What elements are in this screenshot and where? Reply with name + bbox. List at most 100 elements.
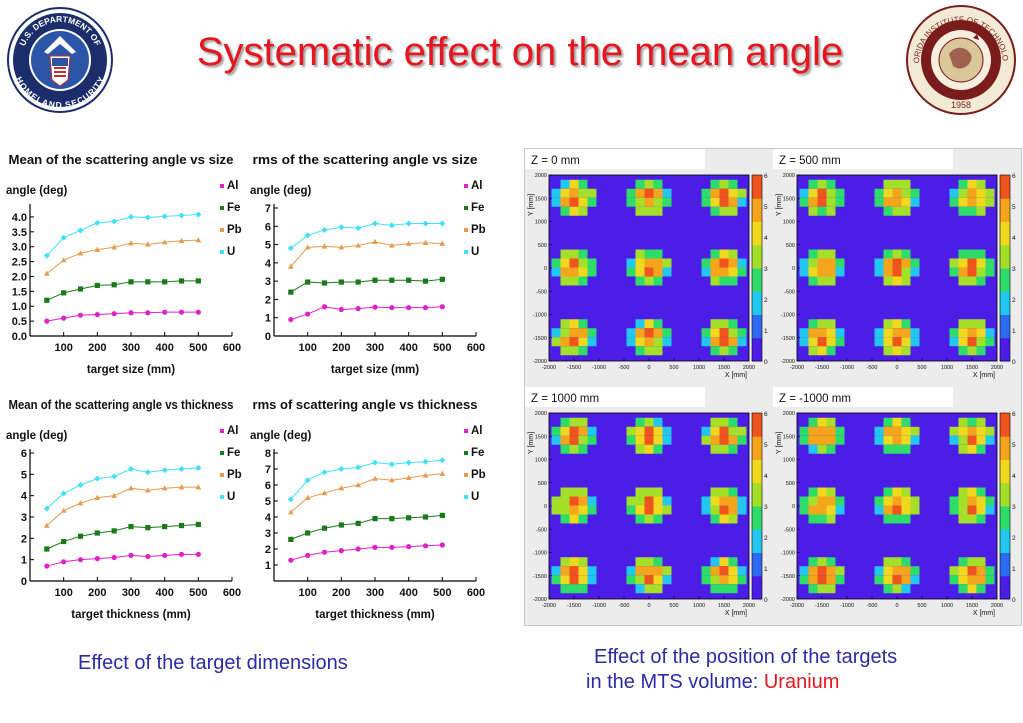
data-point	[94, 494, 101, 500]
heatmap-cell	[901, 514, 911, 524]
heatmap-cell	[985, 575, 995, 585]
heatmap-cell	[635, 566, 645, 576]
data-point	[162, 279, 168, 285]
y-tick-label: 4	[265, 512, 272, 524]
heatmap-cell	[635, 575, 645, 585]
data-point	[128, 485, 134, 491]
heatmap-cell	[892, 179, 902, 189]
heatmap-cell	[985, 197, 995, 207]
data-point	[304, 494, 311, 500]
data-point	[338, 224, 345, 231]
x-tick-label: 0	[895, 603, 898, 609]
legend-swatch	[464, 206, 468, 210]
heatmap-cell	[644, 188, 654, 198]
heatmap-cell	[710, 337, 720, 347]
heatmap-cell	[719, 179, 729, 189]
heatmap-cell	[719, 337, 729, 347]
y-tick-label: -1500	[781, 336, 795, 342]
heatmap-cell	[949, 496, 959, 506]
colorbar-segment	[752, 268, 762, 292]
colorbar-segment	[1000, 413, 1010, 437]
data-point	[355, 279, 361, 285]
x-tick-label: 0	[647, 365, 650, 371]
data-point	[145, 487, 151, 493]
colorbar-segment	[752, 575, 762, 600]
colorbar-segment	[1000, 436, 1010, 460]
legend-swatch	[220, 184, 224, 188]
heatmap-cell	[817, 505, 827, 515]
heatmap-cell	[719, 557, 729, 567]
heatmap-cell	[976, 328, 986, 338]
colorbar-segment	[1000, 529, 1010, 553]
y-tick-label: 500	[786, 481, 795, 487]
heatmap-cell	[967, 426, 977, 436]
data-point	[195, 237, 202, 243]
heatmap-cell	[653, 337, 663, 347]
heatmap-cell	[635, 435, 645, 445]
heatmap-cell	[710, 328, 720, 338]
heatmap-cell	[662, 267, 672, 277]
heatmap-cell	[710, 179, 720, 189]
heatmap-cell	[808, 258, 818, 268]
data-point	[111, 473, 118, 480]
heatmap-cell	[653, 435, 663, 445]
heatmap-cell	[892, 206, 902, 216]
heatmap-cell	[551, 566, 561, 576]
colorbar-segment	[1000, 268, 1010, 292]
data-point	[321, 525, 328, 531]
heatmap-cell	[817, 575, 827, 585]
heatmap-cell	[728, 249, 738, 259]
series-line-fe	[46, 523, 199, 550]
heatmap-cell	[808, 267, 818, 277]
heatmap-cell	[653, 206, 663, 216]
heatmap-cell	[958, 319, 968, 329]
heatmap-cell	[653, 267, 663, 277]
y-tick-label: -500	[536, 527, 547, 533]
colorbar-segment	[752, 552, 762, 577]
heatmap-cell	[958, 435, 968, 445]
chart-rms-vs-thickness: rms of scattering angle vs thickness angl…	[248, 393, 493, 625]
data-point	[338, 485, 345, 491]
legend-swatch	[464, 228, 468, 232]
legend-label: Fe	[471, 447, 484, 459]
y-tick-label: 3.5	[12, 227, 27, 239]
heatmap-cell	[901, 575, 911, 585]
heatmap-cell	[701, 197, 711, 207]
y-tick-label: 5	[265, 240, 271, 252]
heatmap-cell	[587, 258, 597, 268]
data-point	[287, 245, 294, 252]
x-tick-label: -2000	[542, 365, 556, 371]
y-tick-label: 0	[792, 504, 795, 510]
y-tick-label: 3	[21, 512, 27, 524]
heatmap-cell	[728, 505, 738, 515]
heatmap-cell	[578, 584, 588, 594]
dhs-seal-logo: U.S. DEPARTMENT OF HOMELAND SECURITY	[6, 6, 114, 114]
colorbar-segment	[1000, 175, 1010, 199]
heatmap-cell	[967, 346, 977, 356]
heatmap-cell	[910, 435, 920, 445]
x-tick-label: 400	[155, 587, 173, 599]
heatmap-cell	[578, 444, 588, 454]
data-point	[389, 277, 395, 283]
colorbar-tick-label: 1	[1012, 566, 1016, 573]
heatmap-cell	[835, 505, 845, 515]
heatmap-cell	[560, 505, 570, 515]
heatmap-cell	[976, 496, 986, 506]
data-point	[389, 242, 395, 248]
heatmap-cell	[653, 505, 663, 515]
data-point	[195, 551, 201, 557]
heatmap-cell	[653, 417, 663, 427]
data-point	[304, 477, 311, 484]
heatmap-cell	[587, 435, 597, 445]
colorbar-tick-label: 3	[764, 266, 768, 273]
heatmap-cell	[653, 426, 663, 436]
colorbar-tick-label: 0	[1012, 359, 1016, 366]
heatmap-cell	[626, 328, 636, 338]
data-point	[439, 240, 446, 246]
heatmap-cell	[710, 276, 720, 286]
data-point	[44, 522, 50, 528]
heatmap-cell	[578, 197, 588, 207]
data-point	[111, 554, 117, 561]
heatmap-cell	[635, 258, 645, 268]
heatmap-cell	[728, 197, 738, 207]
